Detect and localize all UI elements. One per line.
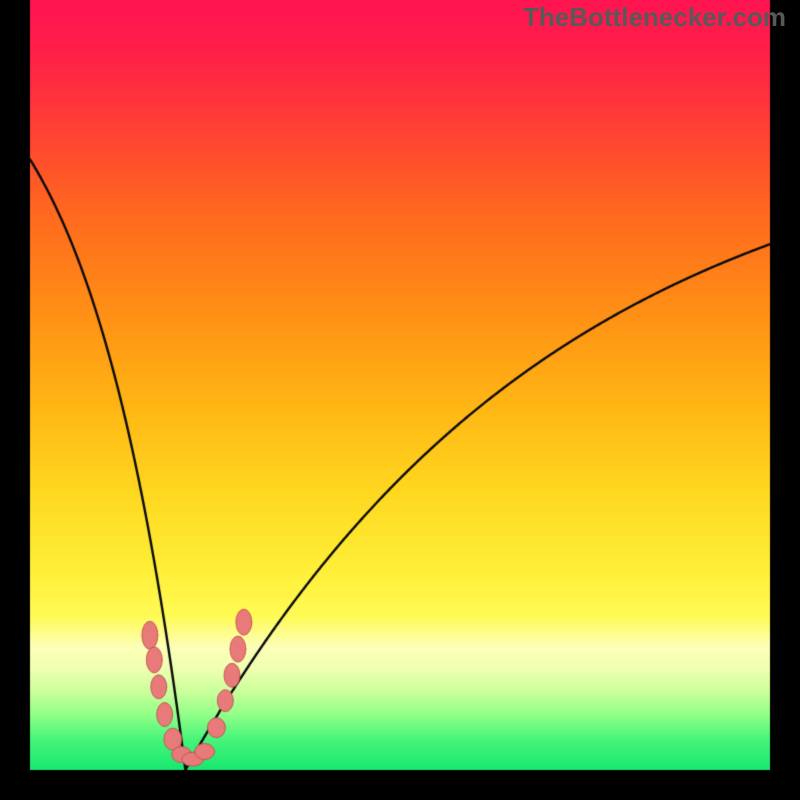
bottleneck-chart-canvas (0, 0, 800, 800)
chart-stage: TheBottlenecker.com (0, 0, 800, 800)
